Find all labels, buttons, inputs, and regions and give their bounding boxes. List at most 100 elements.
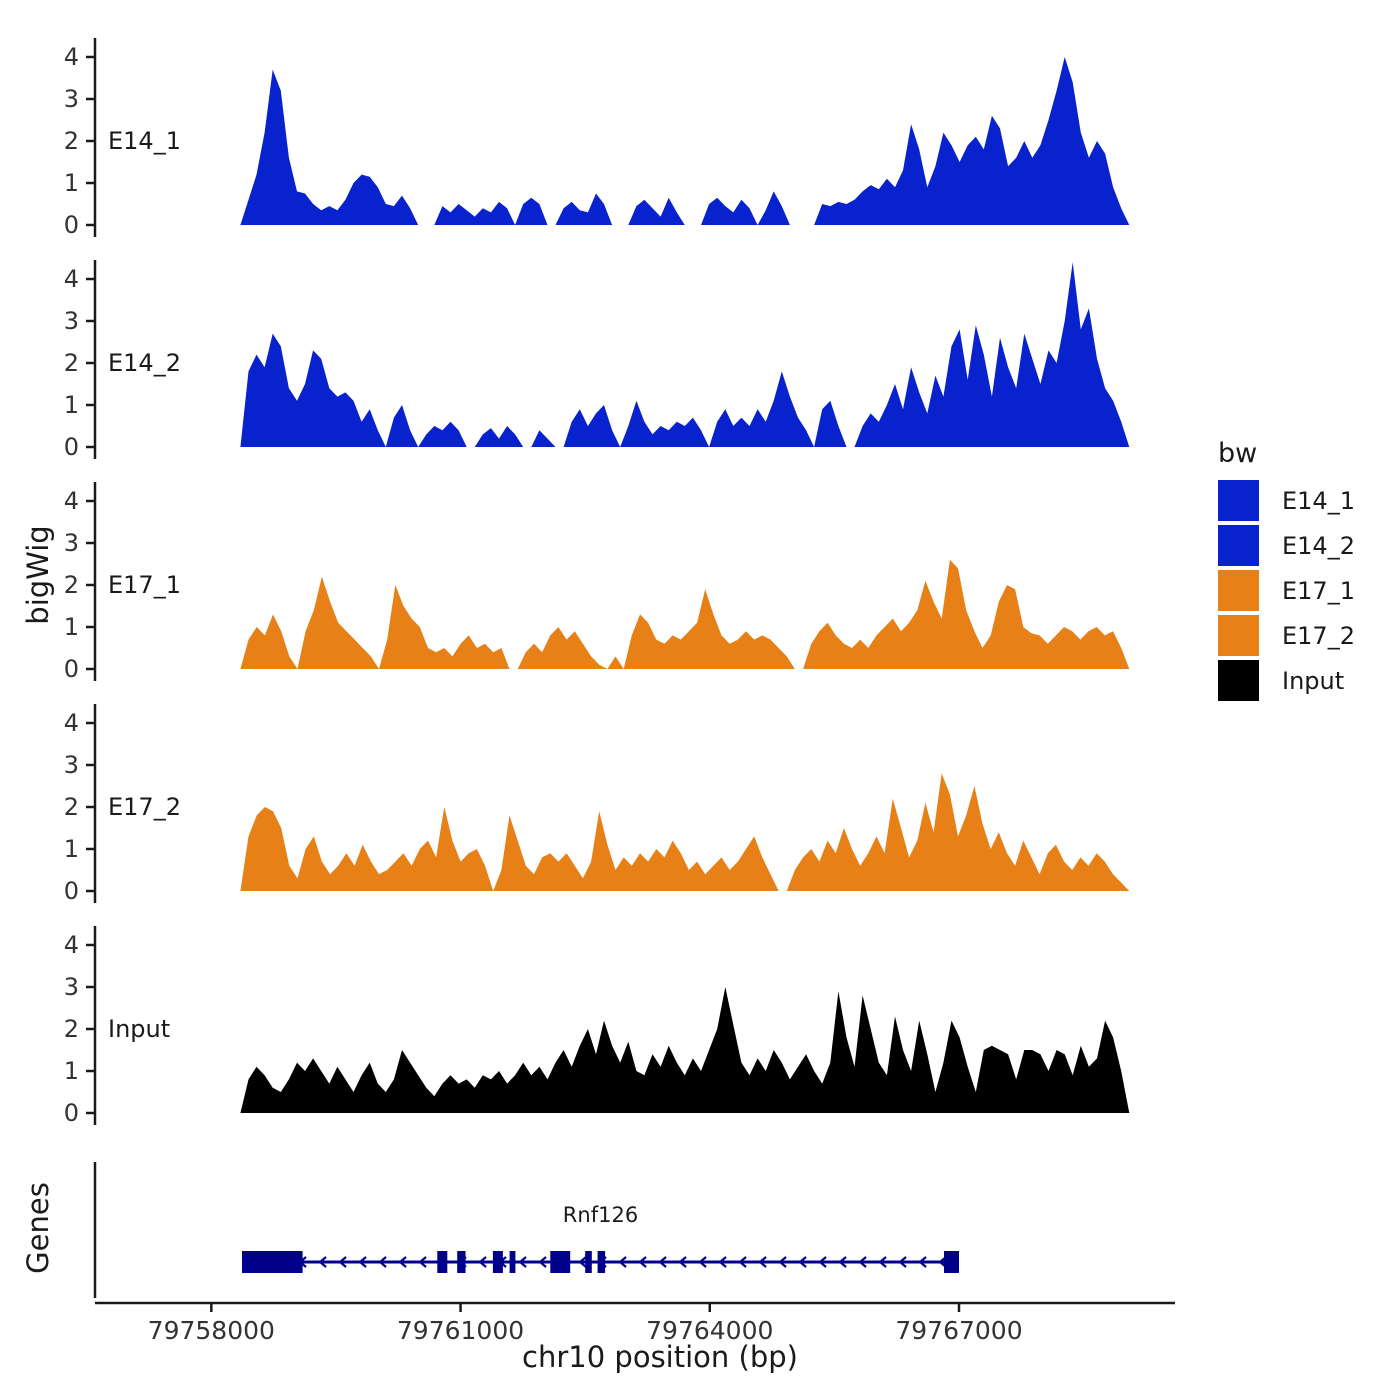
strand-arrow-icon [658, 1256, 667, 1268]
strand-arrow-icon [338, 1256, 347, 1268]
y-tick-label: 4 [64, 43, 79, 71]
legend-label-E17_2: E17_2 [1282, 622, 1355, 650]
strand-arrow-icon [758, 1256, 767, 1268]
y-tick-label: 3 [64, 751, 79, 779]
legend-label-E14_1: E14_1 [1282, 487, 1355, 515]
gene-exon [242, 1251, 303, 1273]
gene-exon [550, 1251, 571, 1273]
track-panel-E14_2: 0 1 2 3 4 E14_2 [64, 260, 1130, 461]
y-tick-label: 2 [64, 349, 79, 377]
y-tick-label: 0 [64, 433, 79, 461]
tracks-group: 0 1 2 3 4 E14_1 0 1 2 3 4 E14_2 0 1 2 3 4 E17_1 0 1 2 3 4 E17_2… [64, 38, 1130, 1127]
y-tick-label: 0 [64, 655, 79, 683]
track-panel-Input: 0 1 2 3 4 Input [64, 926, 1130, 1127]
y-tick-label: 4 [64, 265, 79, 293]
strand-arrow-icon [858, 1256, 867, 1268]
strand-arrow-icon [398, 1256, 407, 1268]
legend-swatch-E14_2 [1218, 525, 1259, 566]
strand-arrow-icon [878, 1256, 887, 1268]
y-tick-label: 0 [64, 211, 79, 239]
y-tick-label: 3 [64, 973, 79, 1001]
gene-exon [509, 1251, 516, 1273]
strand-arrow-icon [578, 1256, 587, 1268]
x-tick-label: 79761000 [397, 1316, 524, 1345]
legend-group: bw E14_1 E14_2 E17_1 E17_2 Input [1218, 438, 1355, 701]
legend-label-E14_2: E14_2 [1282, 532, 1355, 560]
y-axis-title: bigWig [21, 525, 55, 625]
strand-arrow-icon [618, 1256, 627, 1268]
area-E17_2 [240, 773, 1130, 891]
area-E14_2 [240, 262, 1130, 447]
y-tick-label: 3 [64, 307, 79, 335]
strand-arrow-icon [378, 1256, 387, 1268]
x-tick-label: 79764000 [646, 1316, 773, 1345]
y-tick-label: 4 [64, 931, 79, 959]
legend-swatch-E17_1 [1218, 570, 1259, 611]
gene-exon [597, 1251, 606, 1273]
y-tick-label: 4 [64, 487, 79, 515]
strand-arrow-icon [718, 1256, 727, 1268]
strand-arrow-icon [738, 1256, 747, 1268]
x-tick-label: 79767000 [895, 1316, 1022, 1345]
strand-arrow-icon [638, 1256, 647, 1268]
area-Input [240, 987, 1130, 1113]
y-tick-label: 1 [64, 169, 79, 197]
track-label-E14_2: E14_2 [108, 349, 181, 377]
strand-arrow-icon [798, 1256, 807, 1268]
strand-arrow-icon [678, 1256, 687, 1268]
strand-arrow-icon [698, 1256, 707, 1268]
track-panel-E17_1: 0 1 2 3 4 E17_1 [64, 482, 1130, 683]
gene-exon [437, 1251, 448, 1273]
track-panel-E17_2: 0 1 2 3 4 E17_2 [64, 704, 1130, 905]
legend-swatch-Input [1218, 660, 1259, 701]
legend-label-Input: Input [1282, 667, 1344, 695]
track-panel-E14_1: 0 1 2 3 4 E14_1 [64, 38, 1130, 239]
y-tick-label: 1 [64, 835, 79, 863]
strand-arrow-icon [358, 1256, 367, 1268]
x-axis-title: chr10 position (bp) [522, 1340, 798, 1374]
track-label-Input: Input [108, 1015, 170, 1043]
area-E17_1 [240, 559, 1130, 669]
gene-exon [492, 1251, 503, 1273]
y-tick-label: 2 [64, 127, 79, 155]
legend-label-E17_1: E17_1 [1282, 577, 1355, 605]
strand-arrow-icon [538, 1256, 547, 1268]
genes-axis-title: Genes [21, 1182, 55, 1274]
y-tick-label: 0 [64, 1099, 79, 1127]
strand-arrow-icon [478, 1256, 487, 1268]
gene-exon [585, 1251, 592, 1273]
track-label-E17_2: E17_2 [108, 793, 181, 821]
gene-track-group: Rnf126 [93, 1162, 959, 1298]
x-axis-group: 79758000 79761000 79764000 79767000 [95, 1301, 1175, 1345]
track-label-E17_1: E17_1 [108, 571, 181, 599]
legend-swatch-E14_1 [1218, 480, 1259, 521]
y-tick-label: 1 [64, 613, 79, 641]
legend-title: bw [1218, 438, 1257, 469]
gene-exon [944, 1251, 959, 1273]
strand-arrow-icon [918, 1256, 927, 1268]
y-tick-label: 3 [64, 529, 79, 557]
legend-swatch-E17_2 [1218, 615, 1259, 656]
gene-name-label: Rnf126 [563, 1203, 638, 1227]
strand-arrow-icon [418, 1256, 427, 1268]
y-tick-label: 2 [64, 571, 79, 599]
gene-exon [457, 1251, 466, 1273]
strand-arrow-icon [778, 1256, 787, 1268]
track-label-E14_1: E14_1 [108, 127, 181, 155]
x-tick-label: 79758000 [148, 1316, 275, 1345]
strand-arrow-icon [818, 1256, 827, 1268]
strand-arrow-icon [518, 1256, 527, 1268]
y-tick-label: 1 [64, 391, 79, 419]
y-tick-label: 3 [64, 85, 79, 113]
strand-arrow-icon [838, 1256, 847, 1268]
y-tick-label: 2 [64, 793, 79, 821]
y-tick-label: 1 [64, 1057, 79, 1085]
strand-arrow-icon [318, 1256, 327, 1268]
y-tick-label: 4 [64, 709, 79, 737]
y-tick-label: 0 [64, 877, 79, 905]
y-tick-label: 2 [64, 1015, 79, 1043]
area-E14_1 [240, 57, 1130, 225]
strand-arrow-icon [898, 1256, 907, 1268]
